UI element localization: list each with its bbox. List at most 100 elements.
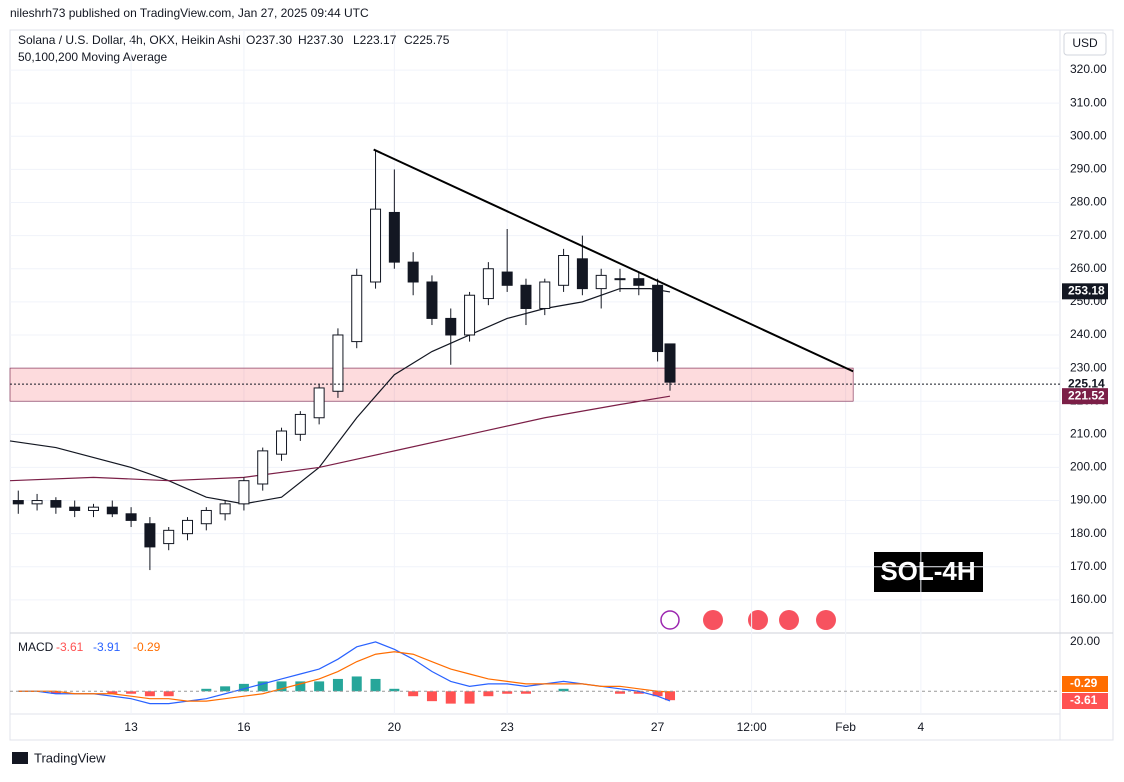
candle-body [125, 513, 137, 521]
ohlc-value: H237.30 [298, 33, 344, 47]
candle-body [200, 509, 212, 525]
price-label: 221.52 [1068, 388, 1105, 402]
histogram-bar [652, 691, 663, 697]
y-tick-label: 270.00 [1070, 228, 1107, 242]
price-label-box [1062, 283, 1108, 300]
candle-body [313, 387, 325, 419]
candle-body [257, 450, 269, 485]
candle-body [87, 506, 99, 511]
y-tick-label: 190.00 [1070, 493, 1107, 507]
candle-body [464, 294, 476, 336]
candle-body [501, 271, 513, 286]
brand: TradingView [34, 750, 106, 765]
candle-body [276, 430, 288, 455]
candle-body [351, 274, 363, 343]
y-tick-label: 160.00 [1070, 592, 1107, 606]
ohlc-value: O237.30 [246, 33, 292, 47]
candle-body [633, 278, 645, 286]
histogram-bar [502, 691, 513, 694]
signal-legend: -0.29 [133, 640, 161, 654]
candle-body [407, 261, 419, 283]
histogram-bar [633, 691, 644, 694]
candle-body [445, 317, 457, 336]
histogram-bar [389, 688, 400, 692]
annotation: SOL-4H [880, 556, 975, 586]
x-tick-label: 20 [388, 720, 402, 734]
candle-body [163, 529, 175, 545]
candle-body [12, 500, 24, 505]
candle-body [576, 258, 588, 290]
histogram-bar [408, 691, 419, 697]
candle-body [558, 255, 570, 286]
histogram-bar [126, 691, 137, 694]
candle-body [370, 208, 382, 283]
histogram-bar [144, 691, 155, 697]
candle-body [294, 413, 306, 435]
x-tick-label: 23 [500, 720, 514, 734]
histogram-bar [558, 688, 569, 692]
macd-label: -0.29 [1070, 676, 1098, 690]
candle-body [31, 500, 43, 505]
histogram-bar [276, 681, 287, 692]
histogram-bar [464, 691, 475, 704]
ohlc-value: L223.17 [353, 33, 397, 47]
candle-body [332, 334, 344, 392]
x-tick-label: 16 [237, 720, 251, 734]
y-tick-label: 290.00 [1070, 162, 1107, 176]
histogram-bar [445, 691, 456, 704]
histogram-bar [50, 691, 61, 694]
y-tick-label: 180.00 [1070, 526, 1107, 540]
y-tick-label: 200.00 [1070, 460, 1107, 474]
y-tick-label: 210.00 [1070, 426, 1107, 440]
histogram-bar [426, 691, 437, 702]
histogram-bar [220, 686, 231, 692]
price-label: 253.18 [1068, 284, 1105, 298]
candle-body [238, 480, 250, 505]
histogram-bar [370, 678, 381, 692]
macd-hist-legend: -3.61 [56, 640, 84, 654]
icons [660, 610, 836, 630]
moving-average [9, 395, 671, 482]
candle-body [388, 211, 400, 263]
histogram-bar [238, 683, 249, 692]
macd-label: -3.61 [1070, 693, 1098, 707]
candle-body [426, 281, 438, 319]
y-tick-label: 240.00 [1070, 327, 1107, 341]
y-tick-label: 320.00 [1070, 62, 1107, 76]
histogram-bar [314, 681, 325, 692]
histogram-bar [351, 676, 362, 692]
candle-body [106, 506, 118, 515]
candle-body [520, 284, 532, 309]
candle-body [595, 274, 607, 290]
annotation-box [874, 552, 983, 592]
publisher: nileshrh73 published on TradingView.com,… [10, 6, 369, 20]
histogram-bar [332, 678, 343, 692]
candle-body [614, 278, 626, 281]
macd-line [18, 651, 671, 702]
symbol-title: Solana / U.S. Dollar, 4h, OKX, Heikin As… [18, 33, 241, 47]
ohlc-value: C225.75 [404, 33, 450, 47]
moving-average [9, 288, 671, 505]
currency: USD [1072, 36, 1098, 50]
macd-line [18, 641, 671, 705]
ma-legend: 50,100,200 Moving Average [18, 50, 168, 64]
histogram-bar [483, 691, 494, 697]
histogram-bar [107, 691, 118, 694]
histogram-bar [201, 688, 212, 692]
currency-button[interactable] [1063, 32, 1107, 56]
macd-legend: -3.91 [93, 640, 121, 654]
histogram-bar [257, 681, 268, 692]
x-tick-label: 12:00 [737, 720, 767, 734]
macd-label-box [1062, 676, 1108, 692]
candle-body [182, 519, 194, 535]
candle-body [219, 503, 231, 515]
price-label-box [1062, 388, 1108, 405]
candle-body [69, 506, 81, 511]
y-tick-label: 230.00 [1070, 360, 1107, 374]
y-tick-label: 260.00 [1070, 261, 1107, 275]
x-tick-label: 13 [124, 720, 138, 734]
y-tick-label: 170.00 [1070, 559, 1107, 573]
trendline [373, 148, 854, 373]
